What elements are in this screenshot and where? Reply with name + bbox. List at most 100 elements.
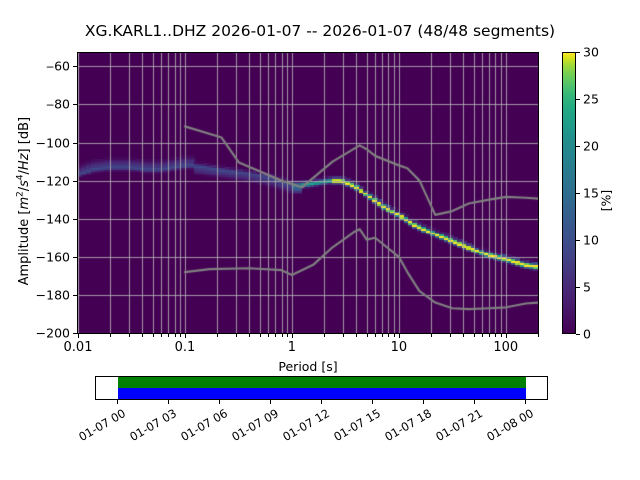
colorbar-tick-mark-5 [576,99,580,100]
x-minor-tick-mark [153,334,154,337]
timeline-psd-coverage-bar [118,388,526,399]
y-tick-mark-0 [73,66,77,67]
x-minor-tick-mark [168,334,169,337]
x-minor-tick-mark [388,334,389,337]
colorbar[interactable] [562,52,576,334]
x-axis-label: Period [s] [278,359,338,374]
colorbar-tick-mark-2 [576,240,580,241]
timeline-tick-mark-4 [321,400,322,404]
y-tick-mark-5 [73,257,77,258]
x-minor-tick-mark [375,334,376,337]
colorbar-tick-mark-0 [576,334,580,335]
timeline-tick-mark-7 [474,400,475,404]
x-minor-tick-mark [495,334,496,337]
timeline-tick-label-1: 01-07 03 [127,406,179,444]
y-axis-label-math: [m2/s4/Hz] [15,148,33,215]
y-tick-label-0: ‒60 [46,58,70,74]
y-tick-label-2: −100 [35,135,70,151]
x-minor-tick-mark [431,334,432,337]
unit-hz: Hz [17,153,33,171]
y-axis-label-prefix: Amplitude [17,214,33,286]
colorbar-tick-label-6: 30 [583,44,599,60]
colorbar-tick-mark-3 [576,193,580,194]
x-minor-tick-mark [110,334,111,337]
x-minor-tick-mark [324,334,325,337]
x-tick-label-3: 10 [390,340,408,355]
x-minor-tick-mark [175,334,176,337]
x-minor-tick-mark [538,334,539,337]
x-minor-tick-mark [356,334,357,337]
x-tick-mark-2 [292,334,293,338]
x-minor-tick-mark [142,334,143,337]
x-minor-tick-mark [382,334,383,337]
timeline-tick-mark-1 [168,400,169,404]
x-minor-tick-mark [217,334,218,337]
x-tick-label-0: 0.01 [63,340,93,355]
y-tick-label-7: −200 [35,325,70,341]
x-minor-tick-mark [463,334,464,337]
timeline-tick-mark-8 [525,400,526,404]
y-tick-label-6: −180 [35,287,70,303]
timeline-tick-label-7: 01-07 21 [433,406,485,444]
timeline-tick-label-8: 01-08 00 [484,406,536,444]
timeline-tick-mark-5 [372,400,373,404]
ppsd-histogram-canvas [78,53,538,333]
x-minor-tick-mark [275,334,276,337]
timeline-tick-label-2: 01-07 06 [178,406,230,444]
y-tick-label-3: −120 [35,173,70,189]
x-minor-tick-mark [367,334,368,337]
x-minor-tick-mark [260,334,261,337]
colorbar-tick-label-4: 20 [583,138,599,154]
x-tick-label-4: 100 [493,340,519,355]
x-minor-tick-mark [343,334,344,337]
x-tick-mark-4 [506,334,507,338]
x-minor-tick-mark [236,334,237,337]
x-minor-tick-mark [489,334,490,337]
colorbar-tick-label-1: 5 [583,279,591,295]
x-minor-tick-mark [249,334,250,337]
timeline-data-coverage-bar [118,377,526,388]
timeline-tick-mark-3 [270,400,271,404]
unit-m: m [17,196,33,210]
timeline-tick-mark-0 [117,400,118,404]
colorbar-tick-label-3: 15 [583,185,599,201]
y-axis-label-suffix: [dB] [17,116,33,149]
unit-s-exp: 4 [15,174,26,181]
timeline-tick-label-6: 01-07 18 [382,406,434,444]
x-minor-tick-mark [287,334,288,337]
figure-title: XG.KARL1..DHZ 2026-01-07 -- 2026-01-07 (… [84,22,556,40]
timeline-tick-label-0: 01-07 00 [76,406,128,444]
ppsd-plot-area[interactable] [77,52,539,334]
x-minor-tick-mark [180,334,181,337]
x-minor-tick-mark [394,334,395,337]
y-tick-mark-6 [73,295,77,296]
x-tick-label-2: 1 [287,340,297,355]
y-tick-mark-2 [73,143,77,144]
x-minor-tick-mark [282,334,283,337]
y-tick-mark-3 [73,181,77,182]
x-tick-label-1: 0.1 [174,340,196,355]
timeline-tick-label-5: 01-07 15 [331,406,383,444]
y-tick-mark-4 [73,219,77,220]
y-tick-label-4: −140 [35,211,70,227]
colorbar-tick-mark-1 [576,287,580,288]
timeline-tick-label-4: 01-07 12 [280,406,332,444]
colorbar-label: [%] [598,189,614,212]
y-tick-label-1: ‒80 [46,96,70,112]
colorbar-tick-mark-4 [576,146,580,147]
x-minor-tick-mark [268,334,269,337]
y-tick-label-5: −160 [35,249,70,265]
x-minor-tick-mark [501,334,502,337]
y-axis-label: Amplitude [m2/s4/Hz] [dB] [16,81,32,321]
timeline-tick-mark-2 [219,400,220,404]
unit-s: s [17,180,33,187]
colorbar-tick-label-5: 25 [583,91,599,107]
timeline-tick-mark-6 [423,400,424,404]
x-tick-mark-3 [399,334,400,338]
colorbar-tick-label-2: 10 [583,232,599,248]
y-tick-mark-7 [73,333,77,334]
timeline-plot-area[interactable] [95,376,548,400]
x-minor-tick-mark [482,334,483,337]
colorbar-tick-label-0: 0 [583,326,591,342]
